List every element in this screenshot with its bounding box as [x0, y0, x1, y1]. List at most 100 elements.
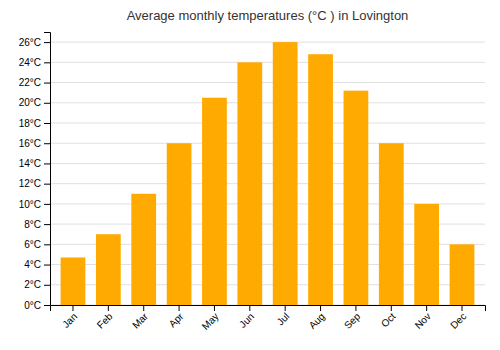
y-tick: 26°C [19, 37, 50, 48]
y-tick-mark [44, 103, 50, 104]
y-tick-label: 0°C [24, 300, 41, 311]
y-tick-mark [44, 62, 50, 63]
y-tick: 22°C [19, 77, 50, 88]
x-tick-label: Feb [95, 310, 115, 330]
y-tick-label: 2°C [24, 279, 41, 290]
grid-line [50, 143, 485, 144]
y-tick: 6°C [24, 239, 50, 250]
y-tick-label: 4°C [24, 259, 41, 270]
y-tick-mark [44, 305, 50, 306]
y-tick: 10°C [19, 199, 50, 210]
bar [344, 91, 369, 305]
x-tick-mark [355, 305, 356, 311]
x-tick-label: Oct [379, 311, 398, 330]
x-tick-label: Nov [413, 311, 433, 331]
y-tick-label: 10°C [19, 199, 41, 210]
y-tick-label: 14°C [19, 158, 41, 169]
bars [61, 42, 475, 305]
y-tick: 8°C [24, 219, 50, 230]
bar [131, 194, 156, 305]
x-tick-label: Mar [130, 310, 150, 330]
grid [50, 42, 485, 305]
bar [61, 257, 86, 305]
title: Average monthly temperatures (°C ) in Lo… [127, 8, 409, 23]
y-tick-label: 24°C [19, 57, 41, 68]
x-tick: Nov [413, 305, 433, 331]
y-tick: 2°C [24, 279, 50, 290]
y-tick-mark [44, 83, 50, 84]
grid-line [50, 82, 485, 83]
bar [308, 54, 333, 305]
y-tick-label: 12°C [19, 178, 41, 189]
x-tick-label: Jul [275, 311, 292, 328]
y-tick-mark [44, 163, 50, 164]
chart: 0°C 2°C 4°C 6°C 8°C 10°C 12°C 14°C 16°C 18°C 20°C 2… [0, 0, 500, 350]
y-tick-mark [44, 42, 50, 43]
x-tick-label: Jun [237, 311, 256, 330]
x-tick-label: Dec [448, 311, 468, 331]
grid-line [50, 102, 485, 103]
y-tick-label: 6°C [24, 239, 41, 250]
x-tick-label: May [200, 311, 221, 332]
x-tick-mark [320, 305, 321, 311]
x-tick-mark [214, 305, 215, 311]
x-tick-mark [249, 305, 250, 311]
x-tick-label: Jan [60, 311, 79, 330]
x-tick: May [200, 305, 221, 332]
x-tick-mark [285, 305, 286, 311]
bar [96, 234, 121, 305]
x-tick: Sep [342, 305, 363, 331]
y-tick: 4°C [24, 259, 50, 270]
y-tick: 16°C [19, 138, 50, 149]
x-tick-mark [108, 305, 109, 311]
y-tick-mark [44, 123, 50, 124]
x-tick: Jun [237, 305, 256, 330]
x-tick: Feb [95, 305, 115, 331]
y-tick-mark [44, 265, 50, 266]
grid-line [50, 42, 485, 43]
bar [379, 143, 404, 305]
y-axis: 0°C 2°C 4°C 6°C 8°C 10°C 12°C 14°C 16°C 18°C 20°C 2… [19, 33, 51, 311]
x-tick-label: Apr [167, 310, 186, 329]
x-axis-line [51, 306, 486, 312]
bar [202, 98, 227, 305]
y-tick-label: 20°C [19, 97, 41, 108]
grid-line [50, 62, 485, 63]
y-tick: 20°C [19, 97, 50, 108]
x-tick-mark [462, 305, 463, 311]
plot: 0°C 2°C 4°C 6°C 8°C 10°C 12°C 14°C 16°C 18°C 20°C 2… [19, 33, 486, 332]
bar [450, 244, 475, 305]
bar [273, 42, 298, 305]
x-tick-mark [143, 305, 144, 311]
x-tick: Mar [130, 305, 150, 331]
x-axis: Jan Feb Mar Apr May Jun Jul Aug Sep Oct Nov Dec [51, 305, 486, 332]
grid-line [50, 183, 485, 184]
grid-line [50, 123, 485, 124]
x-tick: Oct [379, 305, 398, 329]
x-tick-mark [72, 305, 73, 311]
x-tick: Apr [167, 305, 186, 329]
x-tick: Jul [275, 305, 292, 327]
y-tick-mark [44, 204, 50, 205]
y-tick-label: 16°C [19, 138, 41, 149]
y-tick: 24°C [19, 57, 50, 68]
x-tick: Jan [60, 305, 79, 330]
x-tick-mark [391, 305, 392, 311]
y-tick-mark [44, 184, 50, 185]
x-tick: Dec [448, 305, 468, 331]
x-tick-label: Aug [307, 311, 327, 331]
y-tick: 18°C [19, 118, 50, 129]
y-axis-line [44, 33, 51, 306]
bar [414, 204, 439, 305]
y-tick-mark [44, 285, 50, 286]
x-tick-mark [426, 305, 427, 311]
x-tick-mark [179, 305, 180, 311]
y-tick: 12°C [19, 178, 50, 189]
y-tick: 14°C [19, 158, 50, 169]
grid-line [50, 163, 485, 164]
x-tick-label: Sep [342, 310, 363, 331]
y-tick-label: 26°C [19, 37, 41, 48]
y-tick-mark [44, 244, 50, 245]
y-tick-label: 8°C [24, 219, 41, 230]
y-tick-label: 22°C [19, 77, 41, 88]
